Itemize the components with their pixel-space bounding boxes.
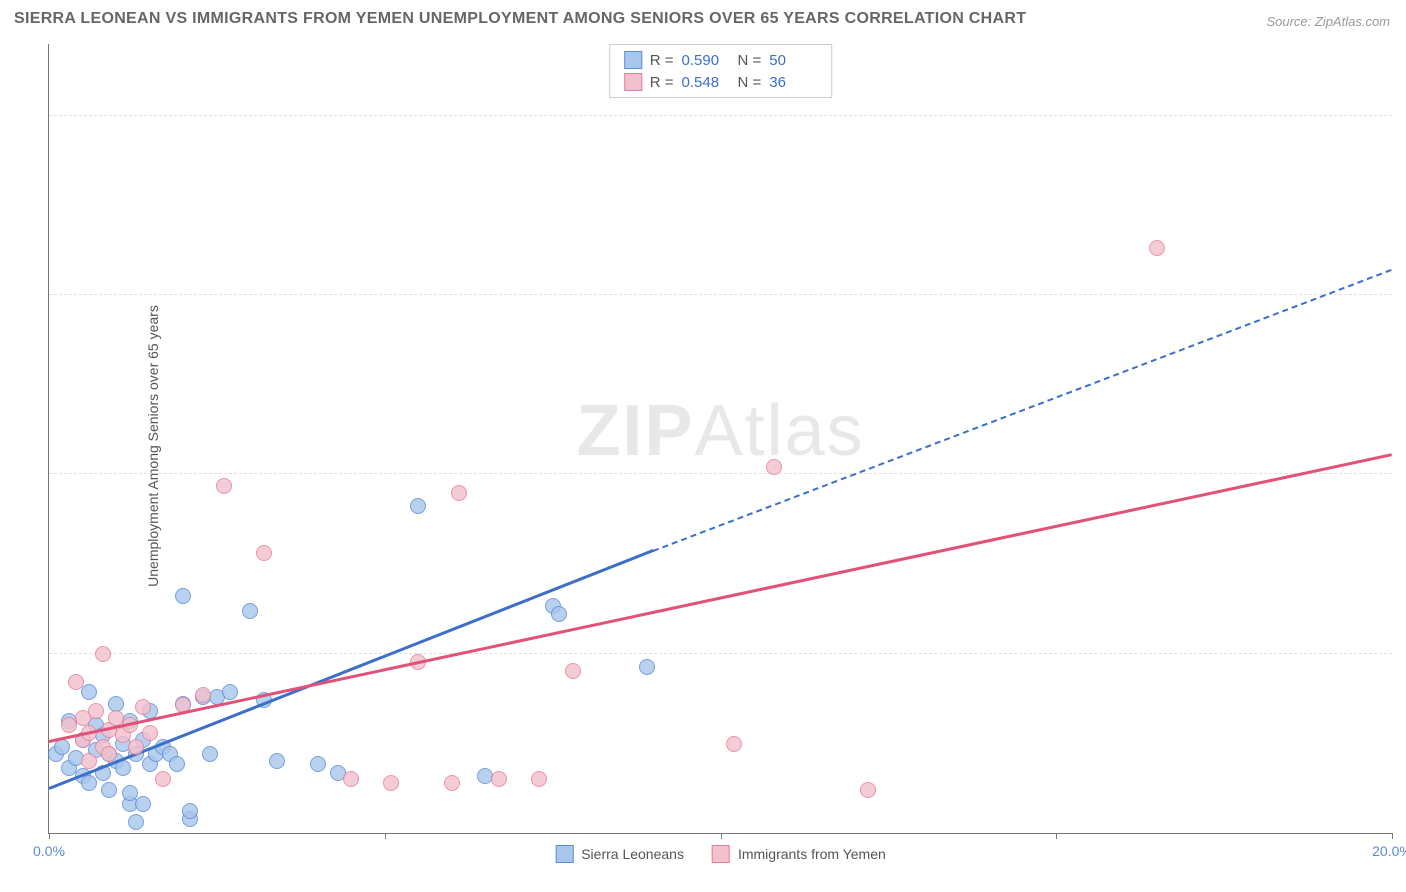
data-point-yemen bbox=[88, 703, 104, 719]
data-point-yemen bbox=[451, 485, 467, 501]
series-legend: Sierra Leoneans Immigrants from Yemen bbox=[555, 845, 886, 863]
x-tick bbox=[385, 833, 386, 839]
legend-item-sierra: Sierra Leoneans bbox=[555, 845, 684, 863]
data-point-yemen bbox=[142, 725, 158, 741]
data-point-yemen bbox=[860, 782, 876, 798]
stat-r-sierra: 0.590 bbox=[682, 52, 730, 69]
gridline-h bbox=[49, 473, 1392, 474]
data-point-sierra bbox=[135, 796, 151, 812]
data-point-sierra bbox=[169, 756, 185, 772]
data-point-sierra bbox=[182, 803, 198, 819]
data-point-yemen bbox=[256, 545, 272, 561]
data-point-sierra bbox=[310, 756, 326, 772]
data-point-yemen bbox=[128, 739, 144, 755]
stat-n-yemen: 36 bbox=[769, 74, 817, 91]
data-point-yemen bbox=[383, 775, 399, 791]
watermark-atlas: Atlas bbox=[694, 390, 864, 470]
data-point-sierra bbox=[269, 753, 285, 769]
stat-n-sierra: 50 bbox=[769, 52, 817, 69]
legend-label-yemen: Immigrants from Yemen bbox=[738, 846, 886, 862]
data-point-yemen bbox=[81, 753, 97, 769]
data-point-yemen bbox=[343, 771, 359, 787]
data-point-sierra bbox=[222, 684, 238, 700]
x-tick bbox=[1056, 833, 1057, 839]
watermark-zip: ZIP bbox=[576, 390, 694, 470]
data-point-sierra bbox=[202, 746, 218, 762]
stat-r-label: R = bbox=[650, 52, 674, 69]
legend-item-yemen: Immigrants from Yemen bbox=[712, 845, 886, 863]
data-point-sierra bbox=[175, 588, 191, 604]
data-point-sierra bbox=[128, 814, 144, 830]
chart-title: SIERRA LEONEAN VS IMMIGRANTS FROM YEMEN … bbox=[14, 10, 1026, 28]
data-point-sierra bbox=[81, 775, 97, 791]
data-point-yemen bbox=[444, 775, 460, 791]
stat-n-label: N = bbox=[738, 52, 762, 69]
data-point-sierra bbox=[242, 603, 258, 619]
x-tick bbox=[1392, 833, 1393, 839]
stat-n-label: N = bbox=[738, 74, 762, 91]
data-point-yemen bbox=[726, 736, 742, 752]
data-point-yemen bbox=[195, 687, 211, 703]
swatch-yemen bbox=[624, 73, 642, 91]
data-point-yemen bbox=[531, 771, 547, 787]
data-point-yemen bbox=[135, 699, 151, 715]
data-point-yemen bbox=[68, 674, 84, 690]
stat-r-label: R = bbox=[650, 74, 674, 91]
data-point-sierra bbox=[81, 684, 97, 700]
data-point-yemen bbox=[216, 478, 232, 494]
swatch-sierra bbox=[624, 51, 642, 69]
swatch-yemen-icon bbox=[712, 845, 730, 863]
stats-row-sierra: R = 0.590 N = 50 bbox=[624, 49, 818, 71]
watermark: ZIPAtlas bbox=[576, 389, 864, 471]
stats-row-yemen: R = 0.548 N = 36 bbox=[624, 71, 818, 93]
data-point-sierra bbox=[551, 606, 567, 622]
data-point-sierra bbox=[101, 782, 117, 798]
x-tick bbox=[721, 833, 722, 839]
data-point-yemen bbox=[565, 663, 581, 679]
stat-r-yemen: 0.548 bbox=[682, 74, 730, 91]
y-tick-label: 12.5% bbox=[1398, 630, 1406, 646]
y-tick-label: 25.0% bbox=[1398, 450, 1406, 466]
data-point-sierra bbox=[410, 498, 426, 514]
data-point-yemen bbox=[766, 459, 782, 475]
y-tick-label: 50.0% bbox=[1398, 92, 1406, 108]
scatter-plot: ZIPAtlas R = 0.590 N = 50 R = 0.548 N = … bbox=[48, 44, 1392, 834]
gridline-h bbox=[49, 294, 1392, 295]
x-tick-label: 0.0% bbox=[33, 843, 65, 859]
data-point-sierra bbox=[639, 659, 655, 675]
gridline-h bbox=[49, 115, 1392, 116]
legend-label-sierra: Sierra Leoneans bbox=[581, 846, 684, 862]
trend-line-dashed bbox=[653, 269, 1392, 552]
data-point-yemen bbox=[155, 771, 171, 787]
data-point-sierra bbox=[122, 785, 138, 801]
x-tick-label: 20.0% bbox=[1372, 843, 1406, 859]
trend-line bbox=[49, 453, 1393, 743]
x-tick bbox=[49, 833, 50, 839]
data-point-yemen bbox=[1149, 240, 1165, 256]
swatch-sierra-icon bbox=[555, 845, 573, 863]
y-tick-label: 37.5% bbox=[1398, 271, 1406, 287]
source-label: Source: ZipAtlas.com bbox=[1266, 14, 1390, 29]
data-point-yemen bbox=[491, 771, 507, 787]
gridline-h bbox=[49, 653, 1392, 654]
stats-legend: R = 0.590 N = 50 R = 0.548 N = 36 bbox=[609, 44, 833, 98]
data-point-yemen bbox=[95, 646, 111, 662]
data-point-yemen bbox=[101, 746, 117, 762]
